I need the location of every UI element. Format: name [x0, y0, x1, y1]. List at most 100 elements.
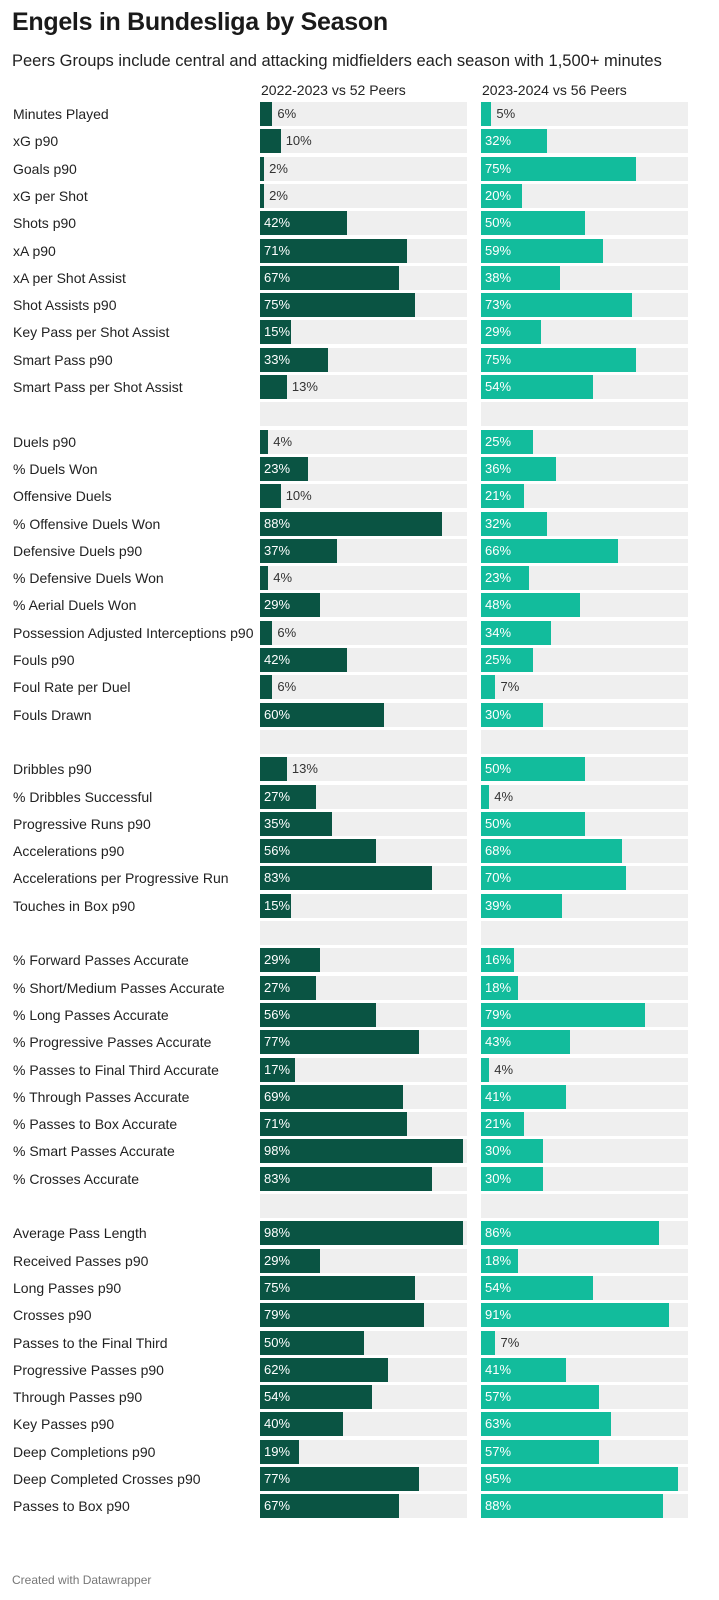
bar-track: 34% — [481, 620, 688, 645]
bar-2023-2024 — [481, 238, 604, 263]
bar-2022-2023 — [260, 456, 308, 481]
bar-2023-2024 — [481, 757, 585, 782]
data-label: 21% — [485, 488, 512, 504]
bar-track: 57% — [481, 1385, 688, 1410]
data-label: 43% — [485, 1034, 512, 1050]
bar-track: 36% — [481, 456, 688, 481]
bar-2022-2023 — [260, 1057, 296, 1082]
bar-2022-2023 — [260, 538, 337, 563]
row-label: Average Pass Length — [13, 1225, 147, 1242]
bar-track: 50% — [481, 811, 688, 836]
bar-track: 95% — [481, 1467, 688, 1491]
bar-2023-2024 — [481, 839, 622, 864]
row-label: % Aerial Duels Won — [13, 597, 137, 614]
bar-track: 88% — [481, 1494, 688, 1519]
data-label: 75% — [264, 1279, 291, 1295]
bar-2022-2023 — [260, 1494, 399, 1519]
data-label: 56% — [264, 843, 291, 859]
row-label: xA p90 — [13, 242, 56, 259]
bar-track: 42% — [260, 648, 467, 672]
data-label: 41% — [485, 1088, 512, 1104]
data-label: 13% — [291, 379, 318, 394]
bar-2023-2024 — [481, 265, 560, 290]
bar-2022-2023 — [260, 1303, 424, 1328]
row-label: Smart Pass p90 — [13, 351, 113, 368]
bar-2023-2024 — [481, 129, 548, 154]
data-label: 4% — [494, 788, 514, 804]
bar-track: 77% — [260, 1030, 467, 1055]
bar-track: 29% — [260, 593, 467, 618]
bar-track: 15% — [260, 893, 467, 918]
data-label: 4% — [273, 570, 293, 586]
data-label: 71% — [264, 1116, 291, 1132]
bar-2022-2023 — [260, 675, 273, 700]
row-label: Fouls Drawn — [13, 706, 92, 723]
data-label: 69% — [264, 1088, 291, 1104]
bar-2023-2024 — [481, 1467, 678, 1491]
bar-track: 39% — [481, 893, 688, 918]
row-label: Touches in Box p90 — [13, 897, 136, 914]
chart-subtitle: Peers Groups include central and attacki… — [12, 52, 662, 70]
bar-track: 75% — [481, 347, 688, 372]
data-label: 75% — [485, 351, 512, 367]
bar-track: 2% — [260, 156, 467, 181]
column-header-2023-2024: 2023-2024 vs 56 Peers — [482, 82, 627, 98]
row-label: Received Passes p90 — [13, 1252, 149, 1269]
bar-track: 54% — [481, 1275, 688, 1300]
row-label: Defensive Duels p90 — [13, 542, 143, 559]
row-label: Shots p90 — [13, 215, 77, 232]
bar-track: 10% — [260, 484, 467, 509]
row-label: % Crosses Accurate — [13, 1170, 140, 1187]
row-label: % Long Passes Accurate — [13, 1006, 169, 1023]
data-label: 77% — [264, 1034, 291, 1050]
bar-track: 70% — [481, 866, 688, 891]
bar-2023-2024 — [481, 1057, 490, 1082]
data-label: 7% — [500, 679, 520, 695]
bar-2023-2024 — [481, 620, 552, 645]
bar-track: 50% — [260, 1330, 467, 1355]
bar-2022-2023 — [260, 1467, 420, 1491]
bar-2023-2024 — [481, 1303, 670, 1328]
bar-track: 86% — [481, 1221, 688, 1246]
bar-track: 71% — [260, 1112, 467, 1137]
data-label: 33% — [264, 351, 291, 367]
bar-track: 4% — [481, 784, 688, 809]
data-label: 6% — [277, 106, 297, 121]
bar-2022-2023 — [260, 1275, 416, 1300]
bar-2022-2023 — [260, 648, 347, 672]
separator-track — [260, 729, 467, 754]
bar-track: 6% — [260, 102, 467, 126]
data-label: 48% — [485, 597, 512, 613]
bar-2022-2023 — [260, 347, 329, 372]
row-label: Minutes Played — [13, 106, 109, 122]
data-label: 20% — [485, 187, 512, 203]
footer-credit: Created with Datawrapper — [12, 1573, 152, 1587]
bar-track: 27% — [260, 975, 467, 1000]
bar-track: 38% — [481, 265, 688, 290]
bar-track: 10% — [260, 129, 467, 154]
data-label: 29% — [264, 952, 291, 968]
bar-2022-2023 — [260, 211, 347, 236]
data-label: 19% — [264, 1443, 291, 1459]
bar-track: 83% — [260, 866, 467, 891]
bar-track: 17% — [260, 1057, 467, 1082]
data-label: 79% — [485, 1006, 512, 1022]
bar-2022-2023 — [260, 429, 269, 454]
bar-2023-2024 — [481, 1439, 599, 1464]
bar-track: 69% — [260, 1084, 467, 1109]
data-label: 17% — [264, 1061, 291, 1077]
data-label: 27% — [264, 979, 291, 995]
data-label: 38% — [485, 269, 512, 285]
data-label: 18% — [485, 979, 512, 995]
bar-track: 54% — [481, 375, 688, 399]
data-label: 29% — [264, 597, 291, 613]
data-label: 15% — [264, 897, 291, 913]
bar-track: 75% — [481, 156, 688, 181]
row-label: % Passes to Final Third Accurate — [13, 1061, 219, 1078]
bar-track: 42% — [260, 211, 467, 236]
bar-2023-2024 — [481, 675, 496, 700]
bar-2022-2023 — [260, 293, 416, 318]
data-label: 83% — [264, 870, 291, 886]
bar-2023-2024 — [481, 511, 548, 536]
data-label: 73% — [485, 297, 512, 313]
